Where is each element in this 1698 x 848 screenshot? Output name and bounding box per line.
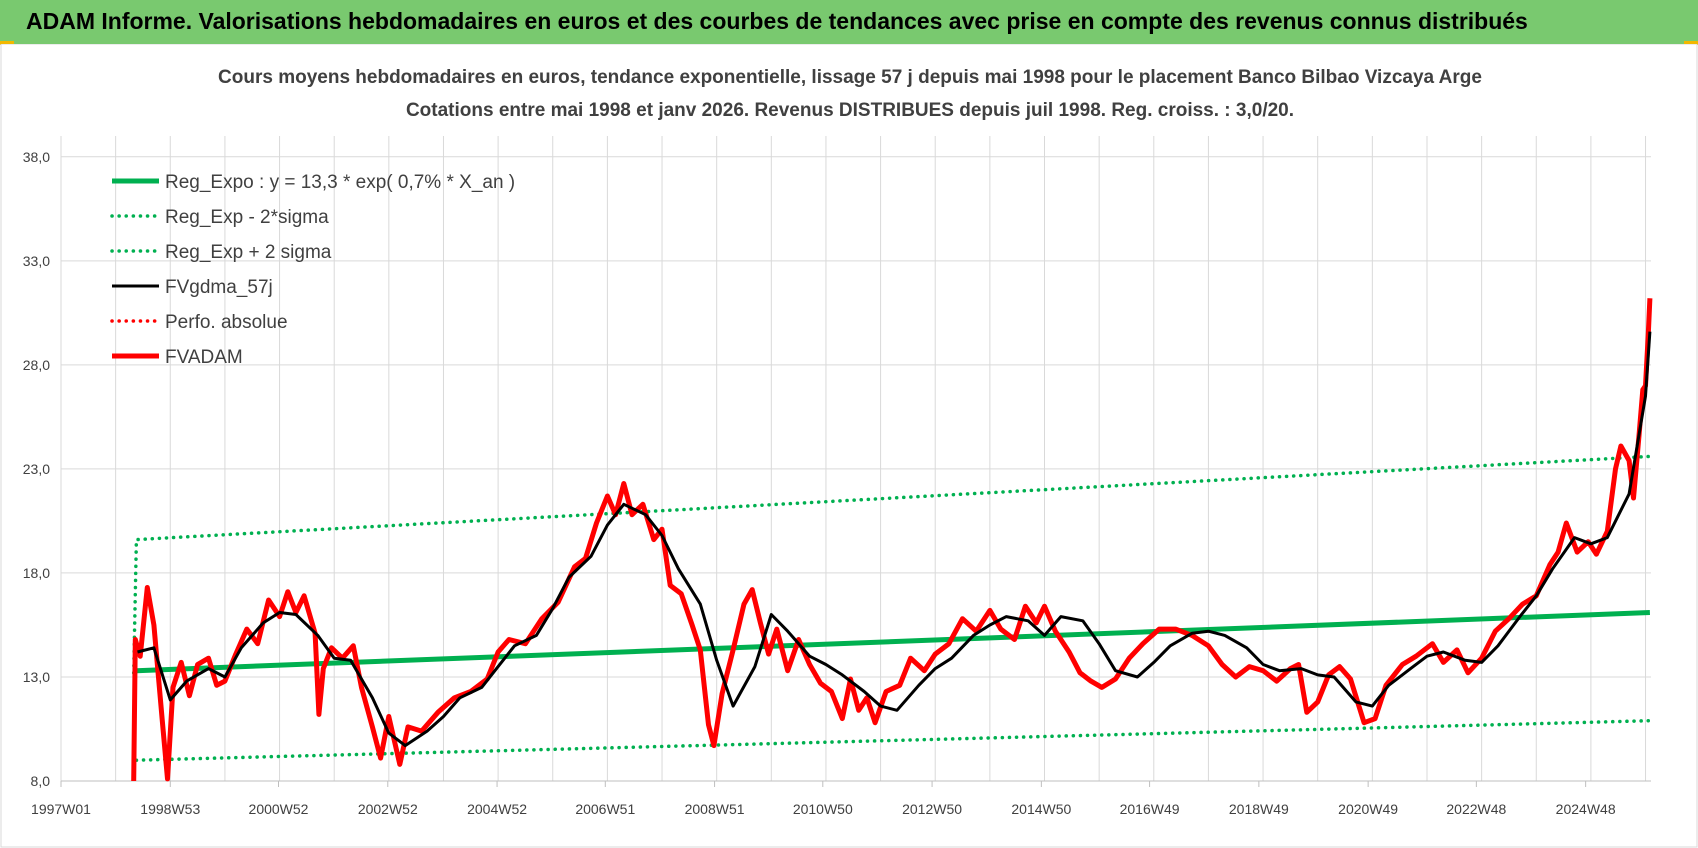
series-group bbox=[131, 298, 1653, 782]
series-reg-expo bbox=[136, 610, 1650, 674]
x-tick-label: 2006W51 bbox=[575, 801, 635, 817]
banner-corner-left bbox=[0, 41, 14, 45]
series-reg-exp-plus-2sigma bbox=[131, 454, 1652, 675]
legend-label: Reg_Exp + 2 sigma bbox=[165, 242, 332, 263]
legend-label: Reg_Expo : y = 13,3 * exp( 0,7% * X_an ) bbox=[165, 172, 515, 193]
chart-title: Cours moyens hebdomadaires en euros, ten… bbox=[218, 67, 1482, 88]
x-tick-label: 2000W52 bbox=[249, 801, 309, 817]
x-tick-label: 2022W48 bbox=[1446, 801, 1506, 817]
legend-label: FVADAM bbox=[165, 347, 243, 368]
y-tick-label: 38,0 bbox=[23, 149, 50, 165]
legend-label: Reg_Exp - 2*sigma bbox=[165, 207, 329, 228]
y-tick-label: 28,0 bbox=[23, 357, 50, 373]
y-tick-label: 18,0 bbox=[23, 565, 50, 581]
x-tick-label: 1997W01 bbox=[31, 801, 91, 817]
banner-corner-right bbox=[1684, 41, 1698, 45]
y-tick-label: 23,0 bbox=[23, 461, 50, 477]
banner-title: ADAM Informe. Valorisations hebdomadaire… bbox=[26, 8, 1528, 34]
x-tick-label: 2024W48 bbox=[1556, 801, 1616, 817]
legend-label: FVgdma_57j bbox=[165, 277, 273, 298]
legend-label: Perfo. absolue bbox=[165, 312, 288, 333]
series-fvadam bbox=[131, 298, 1653, 782]
y-axis: 8,0 13,0 18,0 23,0 28,0 33,0 38,0 bbox=[23, 149, 50, 789]
x-tick-label: 2016W49 bbox=[1120, 801, 1180, 817]
x-tick-label: 2008W51 bbox=[685, 801, 745, 817]
chart: Cours moyens hebdomadaires en euros, ten… bbox=[0, 44, 1698, 848]
x-tick-label: 2014W50 bbox=[1011, 801, 1071, 817]
x-tick-label: 2020W49 bbox=[1338, 801, 1398, 817]
y-tick-label: 8,0 bbox=[31, 773, 51, 789]
x-tick-label: 2004W52 bbox=[467, 801, 527, 817]
chart-subtitle: Cotations entre mai 1998 et janv 2026. R… bbox=[406, 100, 1294, 121]
x-tick-label: 2002W52 bbox=[358, 801, 418, 817]
x-tick-label: 2010W50 bbox=[793, 801, 853, 817]
x-tick-label: 2012W50 bbox=[902, 801, 962, 817]
y-tick-label: 13,0 bbox=[23, 669, 50, 685]
title-banner: ADAM Informe. Valorisations hebdomadaire… bbox=[0, 0, 1698, 44]
x-tick-label: 2018W49 bbox=[1229, 801, 1289, 817]
y-tick-label: 33,0 bbox=[23, 253, 50, 269]
chart-frame bbox=[0, 44, 1698, 848]
legend: Reg_Expo : y = 13,3 * exp( 0,7% * X_an )… bbox=[110, 172, 515, 368]
x-tick-label: 1998W53 bbox=[140, 801, 200, 817]
series-fvgdma-57j bbox=[137, 331, 1652, 748]
x-axis: 1997W01 1998W53 2000W52 2002W52 2004W52 2006W… bbox=[31, 780, 1651, 817]
